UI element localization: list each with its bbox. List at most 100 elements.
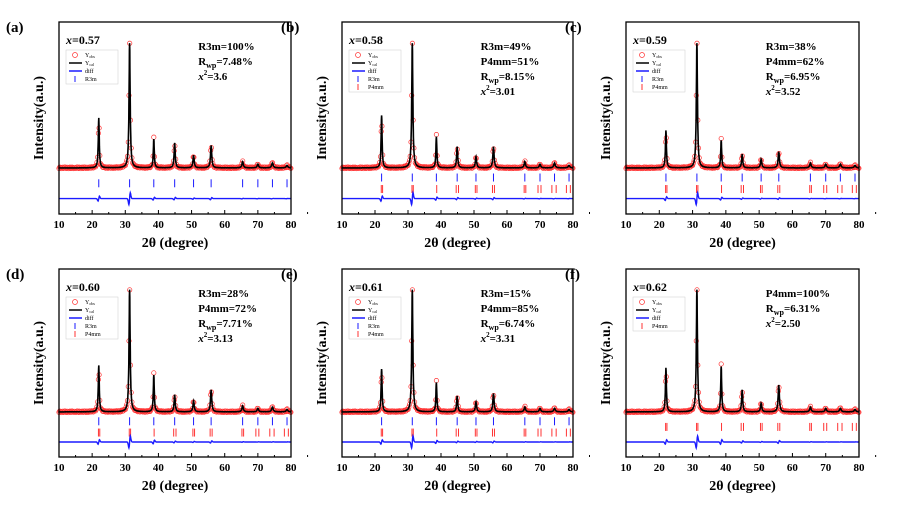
rwp-label: R (766, 71, 775, 83)
x-tick-label: 60 (219, 219, 231, 231)
composition-label: x=0.60 (65, 280, 100, 294)
legend-obs-marker (639, 299, 645, 305)
legend-cal-label: Ycal (85, 308, 95, 314)
bragg-ticks-R3m (98, 417, 288, 426)
rwp-label: R (481, 318, 490, 330)
x-tick-label: 60 (787, 462, 799, 474)
y-axis-label: Intensity(a.u.) (32, 321, 47, 405)
phase-fraction: P4mm=51% (481, 56, 540, 68)
panel-label: (b) (281, 20, 299, 36)
chi-number: =3.13 (207, 333, 233, 345)
legend-cal-sub: cal (656, 62, 662, 67)
observed-point (773, 407, 779, 413)
x-tick-label: 40 (436, 462, 448, 474)
panel-label: (f) (565, 267, 580, 283)
rwp-number: =7.71% (216, 318, 253, 330)
legend-diff-label: diff (85, 315, 94, 322)
bragg-ticks-R3m (381, 417, 570, 426)
legend-box (632, 49, 686, 93)
observed-point (736, 407, 742, 414)
chi-label: x (197, 333, 204, 345)
rwp-sub: wp (206, 323, 217, 332)
x-tick-label: 70 (535, 219, 547, 231)
chi-number: =3.31 (490, 333, 516, 345)
x-axis-label: 2θ (degree) (424, 236, 491, 251)
legend-cal: Y (85, 61, 90, 67)
composition-value: =0.57 (72, 33, 100, 47)
panel-label: (a) (6, 20, 24, 36)
calculated-line (626, 289, 859, 413)
observed-point (151, 134, 157, 140)
rwp-number: =6.31% (784, 303, 821, 315)
rwp-sub: wp (489, 323, 500, 332)
calculated-line (342, 289, 573, 413)
legend-cal: Y (368, 308, 373, 314)
panel-label: (e) (281, 267, 298, 283)
chi-sup: 2 (771, 84, 775, 92)
legend-diff-label: diff (652, 68, 661, 75)
panel-e: 10 20 30 40 50 60 70 80 2θ (degree) Intensity(a.u… (281, 267, 590, 494)
rwp-number: =7.48% (216, 56, 253, 68)
x-tick-label: 60 (787, 219, 799, 231)
chi2-value: x2=3.6 (197, 69, 228, 83)
x-tick-label: 50 (754, 462, 766, 474)
legend-cal-sub: cal (656, 309, 662, 314)
composition-value: =0.59 (639, 33, 667, 47)
panel-f: 10 20 30 40 50 60 70 80 2θ (degree) Intensity(a.u… (565, 267, 877, 494)
x-tick-label: 50 (186, 462, 198, 474)
x-tick-label: 40 (153, 219, 165, 231)
legend-obs-label: Yobs (368, 300, 378, 306)
observed-point (690, 162, 696, 169)
chi-label: x (197, 71, 204, 83)
x-tick-label: 50 (754, 219, 766, 231)
phase-fraction: P4mm=85% (481, 303, 540, 315)
x-tick-label: 40 (153, 462, 165, 474)
x-tick-label: 30 (403, 462, 415, 474)
observed-point (715, 406, 721, 412)
rwp-number: =8.15% (499, 71, 536, 83)
observed-point (433, 132, 439, 138)
chi2-value: x2=3.13 (197, 331, 233, 345)
observed-point (715, 163, 721, 169)
legend-cal: Y (85, 308, 90, 314)
chi2-value: x2=3.52 (765, 84, 801, 98)
x-tick-label: 30 (120, 219, 132, 231)
rwp-value: Rwp=6.74% (481, 318, 536, 332)
phase-fraction: R3m=49% (481, 41, 532, 53)
x-tick-label: 80 (286, 462, 298, 474)
composition-var: x (632, 280, 639, 294)
calculated-line (626, 43, 860, 169)
legend-cal-label: Ycal (85, 61, 95, 67)
x-tick-label: 30 (687, 219, 699, 231)
calculated-line (59, 43, 292, 169)
x-tick-label: 70 (535, 462, 547, 474)
x-axis-label: 2θ (degree) (142, 479, 209, 494)
y-axis-label: Intensity(a.u.) (315, 321, 330, 405)
panel-b: 10 20 30 40 50 60 70 80 2θ (degree) Intensity(a.u… (281, 20, 590, 251)
legend-diff-label: diff (368, 315, 377, 322)
panel-label: (c) (565, 20, 582, 36)
legend-cal-label: Ycal (368, 61, 378, 67)
legend-cal: Y (368, 61, 373, 67)
composition-value: =0.58 (355, 33, 383, 47)
observed-point (433, 378, 439, 384)
legend-bragg-label: R3m (85, 77, 97, 83)
observed-series (339, 287, 576, 416)
difference-line (626, 190, 859, 208)
legend-obs-marker (639, 52, 645, 58)
x-axis-label: 2θ (degree) (709, 479, 776, 494)
rwp-label: R (198, 318, 207, 330)
bragg-ticks-R3m (98, 179, 288, 188)
rwp-number: =6.95% (784, 71, 821, 83)
x-tick-label: 80 (286, 219, 298, 231)
legend-bragg-label: R3m (652, 77, 664, 83)
composition-var: x (348, 33, 355, 47)
legend-obs: Y (85, 53, 90, 59)
observed-point (660, 163, 666, 169)
composition-label: x=0.57 (65, 33, 100, 47)
panel-label: (d) (6, 267, 24, 283)
chi-sup: 2 (204, 69, 208, 77)
rwp-sub: wp (206, 61, 217, 70)
composition-label: x=0.58 (348, 33, 383, 47)
